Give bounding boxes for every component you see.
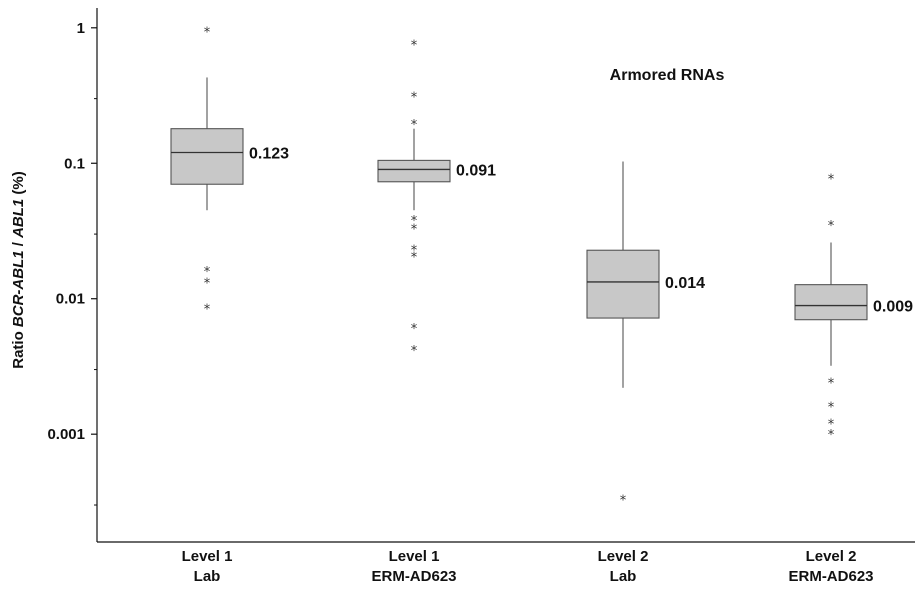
y-axis-label-part: BCR-ABL1 [10,250,27,327]
outlier-point: * [411,91,418,106]
box-1: 0.123**** [170,25,289,317]
y-axis-label-part: Ratio [10,327,27,369]
outlier-point: * [411,244,418,259]
outlier-point: * [411,344,418,359]
outlier-point: * [828,173,835,188]
category-label-line2: ERM-AD623 [788,568,873,585]
category-label-line2: ERM-AD623 [371,568,456,585]
outlier-point: * [828,219,835,234]
median-label: 0.009 [873,299,913,316]
box-2: 0.091********* [377,39,496,359]
outlier-point: * [620,493,627,508]
outlier-point: * [828,417,835,432]
outlier-point: * [204,265,211,280]
y-ticks: 1 0.1 0.01 0.001 [47,20,97,506]
outlier-point: * [204,276,211,291]
outlier-point: * [828,377,835,392]
outlier-point: * [411,322,418,337]
iqr-box [170,128,244,185]
outlier-point: * [828,401,835,416]
iqr-box [586,249,660,319]
y-tick-label: 0.01 [56,291,85,308]
outlier-point: * [411,39,418,54]
median-label: 0.014 [665,275,705,292]
category-label-line1: Level 2 [598,548,649,565]
outlier-point: * [411,214,418,229]
y-axis-label-part: (%) [10,171,27,199]
box-3: 0.014 * [586,161,705,508]
category-label-line1: Level 1 [182,548,233,565]
axes [96,8,915,543]
outlier-point: * [828,428,835,443]
category-label-line2: Lab [610,568,637,585]
iqr-box [377,159,451,183]
y-tick-label: 0.1 [64,155,85,172]
annotation-label: Armored RNAs [610,67,725,84]
category-label-line1: Level 2 [806,548,857,565]
y-tick-label: 1 [77,20,85,37]
box-4: 0.009****** [794,173,913,443]
median-label: 0.091 [456,162,496,179]
category-labels: Level 1 Lab Level 1 ERM-AD623 Level 2 Lab Leve… [182,548,874,585]
y-axis-label-part: ABL1 [10,199,27,239]
y-axis-label-part: / [10,238,27,251]
outlier-point: * [411,222,418,237]
outlier-point: * [411,250,418,265]
median-label: 0.123 [249,146,289,163]
iqr-box [794,284,868,321]
category-label-line2: Lab [194,568,221,585]
outlier-point: * [204,302,211,317]
outlier-point: * [411,118,418,133]
y-tick-label: 0.001 [47,426,85,443]
boxes: 0.123****0.091*********0.014*0.009****** [170,25,913,508]
y-axis-label: Ratio BCR-ABL1 / ABL1 (%) [10,171,27,369]
outlier-point: * [204,25,211,40]
category-label-line1: Level 1 [389,548,440,565]
